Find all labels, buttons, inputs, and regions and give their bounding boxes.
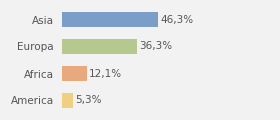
Text: 46,3%: 46,3%	[160, 15, 193, 24]
Bar	[62, 39, 137, 54]
Bar	[62, 93, 73, 108]
Bar	[62, 12, 158, 27]
Text: 12,1%: 12,1%	[89, 69, 122, 78]
Bar	[62, 66, 87, 81]
Text: 5,3%: 5,3%	[75, 96, 101, 105]
Text: 36,3%: 36,3%	[140, 42, 173, 51]
